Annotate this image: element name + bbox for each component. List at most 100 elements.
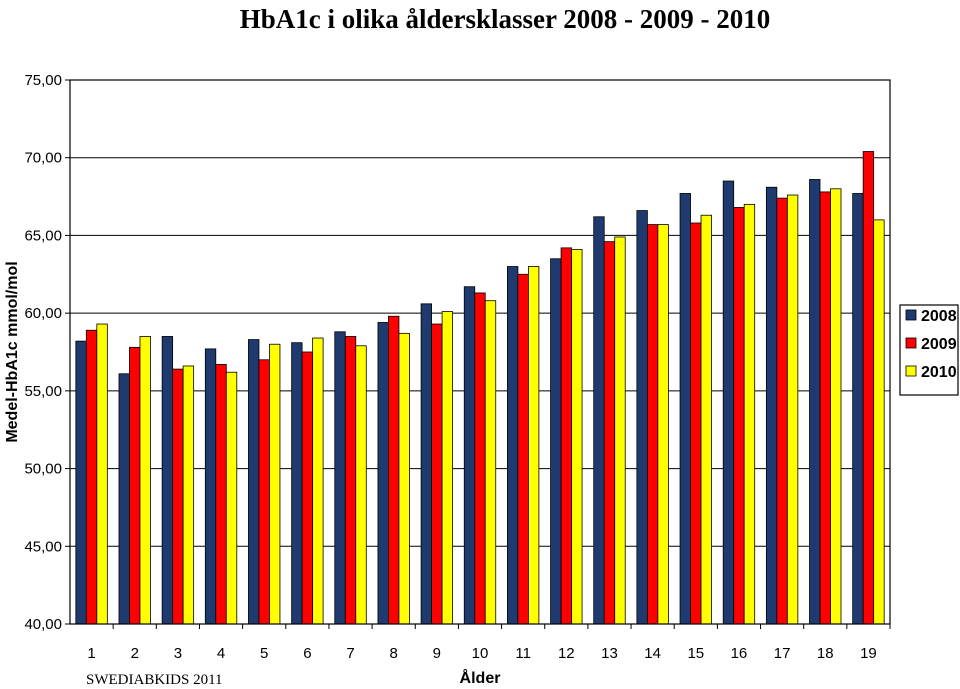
x-tick-label: 11: [515, 645, 531, 662]
bar-2008-age-2: [118, 373, 130, 625]
bar-2010-age-15: [700, 214, 712, 625]
bar-2008-age-11: [507, 266, 519, 625]
legend-swatch-2008: [905, 309, 917, 321]
bar-2010-age-4: [225, 371, 238, 625]
x-tick-label: 9: [433, 645, 441, 662]
bar-2009-age-4: [215, 364, 227, 625]
y-tick-label: 55,00: [24, 383, 62, 400]
x-axis-label: Ålder: [460, 668, 501, 687]
bar-2010-age-1: [96, 323, 108, 625]
bar-2009-age-14: [646, 224, 659, 625]
bar-2008-age-1: [75, 340, 87, 625]
bar-2010-age-6: [312, 337, 324, 625]
y-tick-label: 70,00: [24, 150, 62, 167]
legend-swatch-2010: [905, 365, 917, 377]
bar-2010-age-19: [873, 219, 885, 625]
bar-2009-age-6: [301, 351, 314, 625]
bar-2010-age-7: [355, 345, 367, 625]
x-tick-label: 19: [860, 645, 877, 662]
bar-2010-age-11: [528, 266, 540, 625]
bar-2009-age-17: [776, 197, 788, 625]
x-tick-label: 7: [346, 645, 354, 662]
bar-2008-age-6: [291, 342, 303, 625]
plot-border: [69, 79, 891, 625]
bar-2010-age-14: [657, 224, 669, 625]
y-axis-label: Medel-HbA1c mmol/mol: [4, 261, 21, 442]
bar-2009-age-3: [172, 368, 184, 625]
x-tick-label: 18: [817, 645, 834, 662]
bar-2008-age-3: [161, 336, 174, 625]
x-tick-label: 14: [644, 645, 661, 662]
y-tick-label: 60,00: [24, 305, 62, 322]
x-tick-label: 6: [303, 645, 311, 662]
y-tick-label: 50,00: [24, 461, 62, 478]
bar-2010-age-13: [614, 236, 626, 625]
x-tick-label: 2: [131, 645, 139, 662]
legend-swatch-2009: [905, 337, 917, 349]
chart-title: HbA1c i olika åldersklasser 2008 - 2009 …: [240, 4, 771, 34]
bar-2009-age-19: [862, 151, 875, 625]
y-tick-labels: 40,00 45,00 50,00 55,00 60,00 65,00 70,00 75,00: [24, 72, 62, 633]
bar-2009-age-5: [258, 359, 270, 625]
bar-2010-age-8: [398, 332, 410, 625]
bar-2008-age-16: [722, 180, 735, 625]
bar-2010-age-12: [571, 249, 583, 625]
bar-2009-age-8: [388, 315, 400, 625]
bar-2008-age-18: [809, 179, 821, 625]
x-tick-label: 8: [390, 645, 398, 662]
bar-2009-age-9: [431, 323, 443, 625]
x-tick-label: 17: [774, 645, 791, 662]
x-tick-label: 13: [601, 645, 618, 662]
bar-2009-age-7: [344, 336, 357, 625]
x-tick-label: 5: [260, 645, 268, 662]
bar-2010-age-9: [441, 311, 453, 625]
bar-2009-age-16: [733, 207, 745, 625]
bar-2008-age-17: [765, 186, 778, 625]
bars: [75, 151, 885, 625]
bar-2010-age-16: [743, 203, 756, 625]
bar-2008-age-14: [636, 210, 648, 625]
footer-source: SWEDIABKIDS 2011: [86, 672, 223, 688]
bar-2009-age-11: [517, 273, 529, 625]
x-tick-label: 12: [558, 645, 575, 662]
bar-2008-age-12: [550, 258, 562, 625]
x-tick-label: 3: [174, 645, 182, 662]
bar-2008-age-5: [248, 339, 260, 625]
x-tick-label: 4: [217, 645, 225, 662]
x-tick-label: 16: [731, 645, 748, 662]
bar-2010-age-18: [830, 188, 842, 625]
bar-2008-age-7: [334, 331, 346, 625]
bar-2009-age-10: [474, 292, 486, 625]
x-tick-label: 10: [472, 645, 489, 662]
bar-2009-age-2: [129, 346, 141, 625]
bar-2008-age-19: [852, 193, 864, 625]
x-tick-labels: 1 2 3 4 5 6 7 8 9 10 11 12 13 14 15 16 17 18 19: [87, 624, 891, 662]
bar-2010-age-2: [139, 336, 151, 625]
bar-2010-age-17: [786, 194, 799, 625]
legend-label-2010: 2010: [921, 364, 957, 381]
legend-label-2008: 2008: [921, 308, 957, 325]
bar-2009-age-12: [560, 247, 572, 625]
y-tick-label: 45,00: [24, 538, 62, 555]
bar-2008-age-13: [593, 216, 605, 625]
bar-2010-age-5: [269, 343, 281, 625]
y-tick-label: 75,00: [24, 72, 62, 89]
bar-2008-age-8: [377, 322, 389, 625]
legend-label-2009: 2009: [921, 336, 957, 353]
bar-2009-age-13: [603, 241, 616, 625]
bar-2008-age-4: [204, 348, 217, 625]
legend: 2008 2009 2010: [899, 304, 959, 396]
y-tick-label: 65,00: [24, 227, 62, 244]
bar-2009-age-18: [819, 191, 831, 625]
bar-2010-age-3: [182, 365, 195, 625]
bar-2010-age-10: [484, 300, 497, 625]
bar-2008-age-10: [463, 286, 476, 625]
y-tick-label: 40,00: [24, 616, 62, 633]
bar-2009-age-1: [85, 329, 98, 625]
bar-2008-age-9: [420, 303, 432, 625]
bar-2009-age-15: [690, 222, 702, 625]
x-tick-label: 1: [87, 645, 95, 662]
bar-2008-age-15: [679, 193, 691, 625]
x-tick-label: 15: [687, 645, 704, 662]
